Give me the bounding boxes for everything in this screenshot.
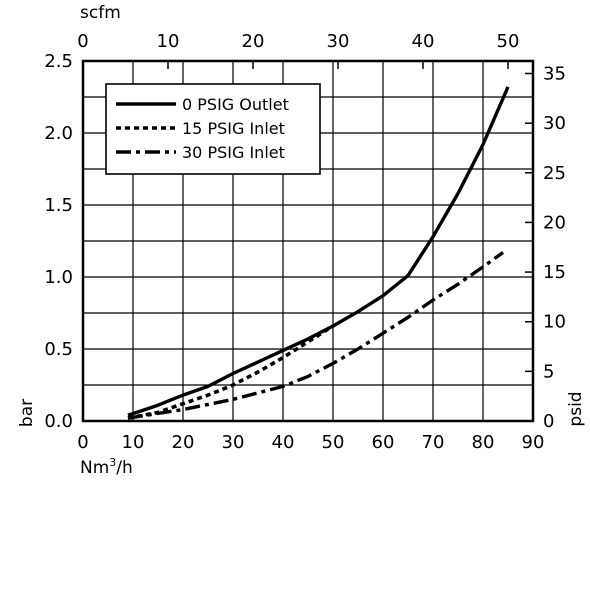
right-axis-title: psid xyxy=(566,391,586,426)
x-tick-label: 20 xyxy=(172,432,195,453)
x-axis-title-base: Nm xyxy=(80,458,109,478)
top-tick-label: 30 xyxy=(327,31,350,52)
right-tick-label: 35 xyxy=(543,64,566,85)
y-tick-label: 0.5 xyxy=(44,339,73,360)
legend-label: 0 PSIG Outlet xyxy=(182,95,289,114)
right-tick-label: 15 xyxy=(543,262,566,283)
top-tick-label: 10 xyxy=(157,31,180,52)
legend: 0 PSIG Outlet 15 PSIG Inlet 30 PSIG Inlet xyxy=(105,83,321,175)
y-axis-title: bar xyxy=(17,399,37,427)
series-line-2 xyxy=(127,324,334,420)
y-tick-label: 2.0 xyxy=(44,123,73,144)
right-tick-label: 25 xyxy=(543,163,566,184)
x-tick-label: 30 xyxy=(222,432,245,453)
series-layer xyxy=(127,86,510,420)
x-tick-label: 90 xyxy=(522,432,545,453)
top-tick-label: 0 xyxy=(77,31,88,52)
top-tick-label: 40 xyxy=(412,31,435,52)
plot-frame xyxy=(81,59,535,423)
legend-box xyxy=(105,83,321,175)
legend-label: 30 PSIG Inlet xyxy=(182,143,285,162)
top-tick-label: 50 xyxy=(497,31,520,52)
series-line-3 xyxy=(127,251,504,420)
x-axis-title: Nm3/h xyxy=(80,456,133,478)
ticks: 0 10 20 30 40 50 60 70 80 900.00.51.01.52.02.50 10… xyxy=(44,31,566,453)
right-tick-label: 10 xyxy=(543,312,566,333)
series-line-1 xyxy=(127,86,510,417)
x-tick-label: 50 xyxy=(322,432,345,453)
x-tick-label: 10 xyxy=(122,432,145,453)
y-tick-label: 0.0 xyxy=(44,411,73,432)
y-tick-label: 2.5 xyxy=(44,51,73,72)
right-tick-label: 30 xyxy=(543,113,566,134)
x-axis-title-sup: 3 xyxy=(109,456,116,469)
y-tick-label: 1.5 xyxy=(44,195,73,216)
top-tick-label: 20 xyxy=(242,31,265,52)
x-tick-label: 0 xyxy=(77,432,88,453)
x-tick-label: 40 xyxy=(272,432,295,453)
y-tick-label: 1.0 xyxy=(44,267,73,288)
top-axis-title: scfm xyxy=(80,3,121,23)
x-tick-label: 60 xyxy=(372,432,395,453)
legend-label: 15 PSIG Inlet xyxy=(182,119,285,138)
right-tick-label: 5 xyxy=(543,361,554,382)
right-tick-label: 0 xyxy=(543,411,554,432)
x-axis-title-tail: /h xyxy=(116,458,133,478)
x-tick-label: 80 xyxy=(472,432,495,453)
right-tick-label: 20 xyxy=(543,212,566,233)
x-tick-label: 70 xyxy=(422,432,445,453)
